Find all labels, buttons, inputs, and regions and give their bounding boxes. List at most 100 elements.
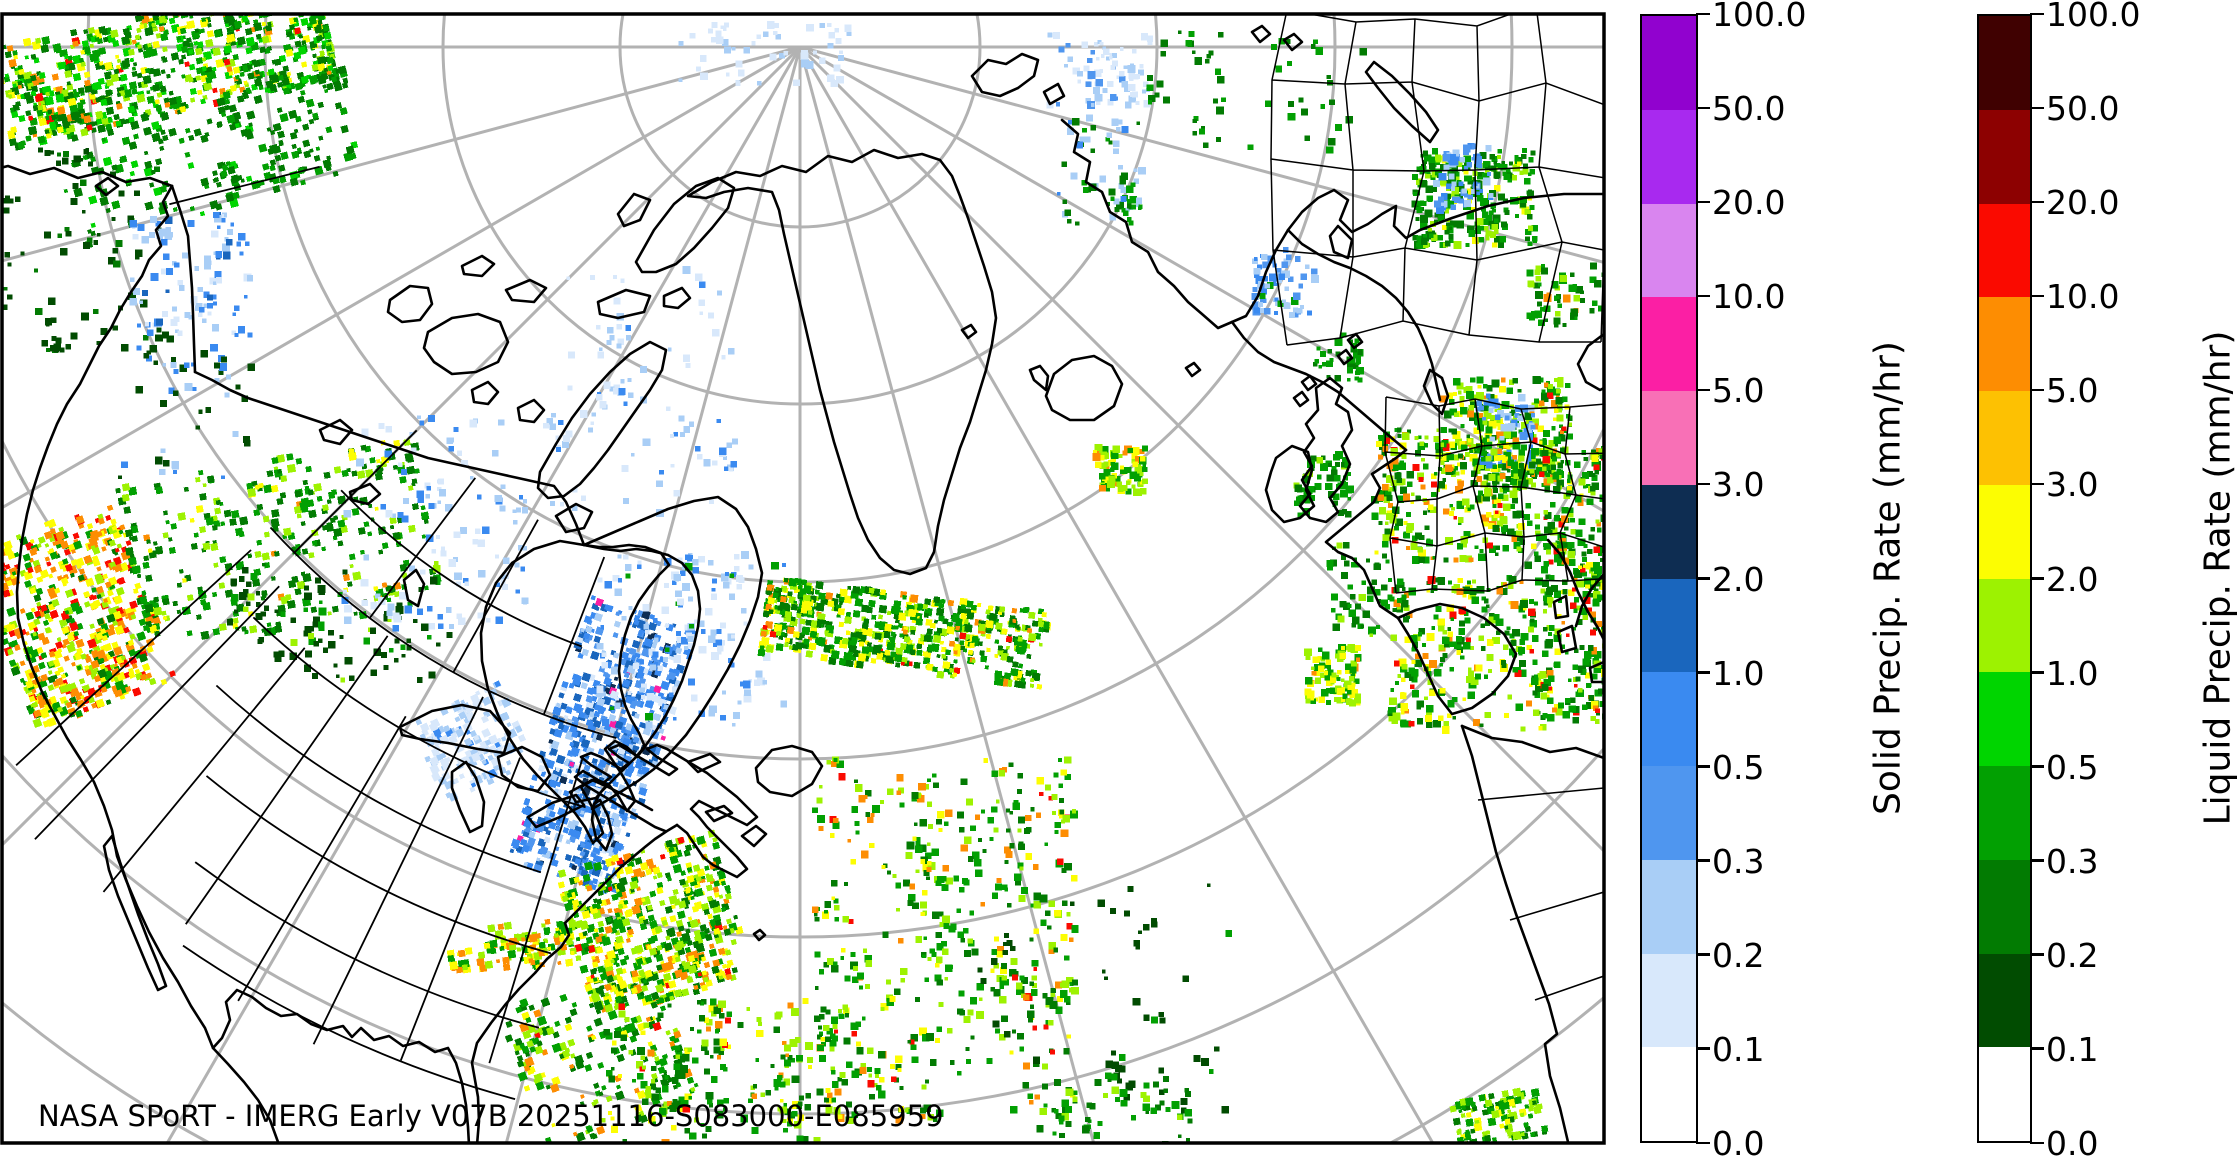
colorbar-segment	[1979, 578, 2030, 673]
colorbar-tick	[1696, 1047, 1710, 1050]
colorbar-tick	[2030, 671, 2044, 674]
colorbar-tick	[1696, 859, 1710, 862]
great-slave-lake	[348, 482, 382, 506]
colorbar-tick	[2030, 12, 2044, 15]
africa-border-3	[1477, 787, 1604, 801]
faroe-islands	[1184, 361, 1202, 378]
europe-russia-border-mesh	[1270, 14, 1604, 594]
banks-island	[386, 284, 434, 324]
precip-biscay-specks	[1326, 542, 1423, 648]
country-borders	[1477, 787, 1604, 1001]
colorbar-tick-label: 0.3	[1712, 841, 1765, 881]
precip-arctic-isles-snow	[543, 266, 739, 518]
italy-west	[1546, 538, 1604, 642]
precip-aleutian-scatter	[63, 65, 359, 249]
lake-erie	[526, 793, 586, 829]
colorbar-tick	[1696, 577, 1710, 580]
denmark	[1422, 368, 1450, 416]
colorbar-tick-label: 5.0	[2046, 371, 2099, 411]
colorbar-solid-label: Solid Precip. Rate (mm/hr)	[1867, 341, 1909, 815]
precip-gulf-ak-specks	[2, 147, 162, 353]
precip-scotland-specks	[1312, 332, 1364, 383]
colorbar-tick-label: 0.5	[1712, 747, 1765, 787]
colorbar-segment	[1642, 672, 1696, 766]
coast-finland	[1286, 228, 1442, 402]
colorbar-tick	[2030, 1141, 2044, 1144]
bylot-island	[662, 286, 692, 310]
skye	[1300, 374, 1318, 392]
precip-france-cells	[1371, 426, 1509, 564]
coast-mexico-east	[211, 1046, 280, 1143]
franz-josef-2	[1282, 32, 1304, 52]
precip-azores-specks	[1036, 1072, 1193, 1143]
colorbar-segment	[1642, 953, 1696, 1048]
colorbar-tick-label: 3.0	[1712, 465, 1765, 505]
precip-midocean-cell	[1092, 444, 1148, 497]
melville-island	[504, 278, 548, 304]
lake-michigan	[450, 760, 486, 834]
colorbar-segment	[1642, 16, 1696, 110]
map-frame	[0, 12, 1606, 1145]
colorbar-solid	[1640, 14, 1698, 1143]
coast-africa-north	[1460, 724, 1604, 760]
precip-scandinavia-green	[1411, 148, 1538, 249]
colorbar-tick-label: 50.0	[1712, 89, 1786, 129]
iceland-westfjords	[1028, 364, 1050, 392]
colorbar-tick	[2030, 1047, 2044, 1050]
shetland	[1346, 332, 1364, 350]
colorbar-segment	[1979, 391, 2030, 485]
colorbar-tick	[2030, 765, 2044, 768]
colorbar-tick	[1696, 294, 1710, 298]
colorbar-segment	[1642, 578, 1696, 673]
black-sea	[1576, 332, 1604, 392]
colorbar-tick-label: 50.0	[2046, 89, 2120, 129]
colorbar-segment	[1979, 953, 2030, 1048]
corsica	[1552, 594, 1570, 620]
precip-atlantic-sparse	[977, 883, 1233, 1114]
colorbar-tick-label: 10.0	[2046, 277, 2120, 317]
colorbar-tick-label: 0.3	[2046, 841, 2099, 881]
lake-winnipeg	[402, 568, 426, 608]
colorbar-tick	[1696, 671, 1710, 674]
precip-labrador-band	[757, 577, 1052, 690]
colorbar-tick-label: 0.0	[2046, 1124, 2099, 1163]
colorbar-segment	[1979, 16, 2030, 110]
boothia-island	[516, 398, 546, 424]
precip-ak-interior-snow	[129, 211, 254, 338]
colorbar-segment	[1642, 859, 1696, 954]
svalbard-east	[1042, 82, 1066, 106]
precip-central-canada-snow	[341, 415, 529, 632]
colorbar-tick	[2030, 106, 2044, 110]
king-william-island	[470, 380, 500, 406]
colorbar-segment	[1642, 391, 1696, 485]
colorbar-tick-label: 1.0	[2046, 653, 2099, 693]
prince-edward-island	[704, 804, 734, 823]
axel-heiberg-island	[616, 192, 652, 228]
colorbar-segment	[1642, 1047, 1696, 1141]
franz-josef-1	[1250, 24, 1272, 44]
prince-patrick-island	[460, 254, 496, 278]
colorbar-segment	[1979, 1047, 2030, 1141]
precip-quebec-snow-band	[509, 595, 698, 895]
colorbar-tick	[1696, 1141, 1710, 1144]
precip-africa-specks	[1449, 1087, 1549, 1143]
colorbar-segment	[1642, 109, 1696, 204]
hebrides	[1292, 390, 1310, 408]
colorbar-tick	[2030, 482, 2044, 486]
colorbar-tick-label: 2.0	[1712, 559, 1765, 599]
precip-bc-specks	[118, 327, 255, 480]
colorbar-segment	[1979, 297, 2030, 391]
precip-italy-edge-cells	[1541, 541, 1604, 724]
white-sea	[1328, 224, 1354, 260]
colorbar-segment	[1979, 203, 2030, 298]
precip-barents-snow	[1046, 32, 1154, 109]
coast-sweden-baltic	[1230, 320, 1408, 452]
colorbar-tick-label: 20.0	[1712, 183, 1786, 223]
colorbar-tick-label: 100.0	[1712, 0, 1807, 34]
precip-svalbard-snow	[678, 21, 852, 87]
newfoundland	[754, 744, 824, 798]
coast-florida-atlantic	[470, 823, 679, 1143]
colorbar-segment	[1979, 766, 2030, 860]
colorbar-tick	[1696, 482, 1710, 486]
